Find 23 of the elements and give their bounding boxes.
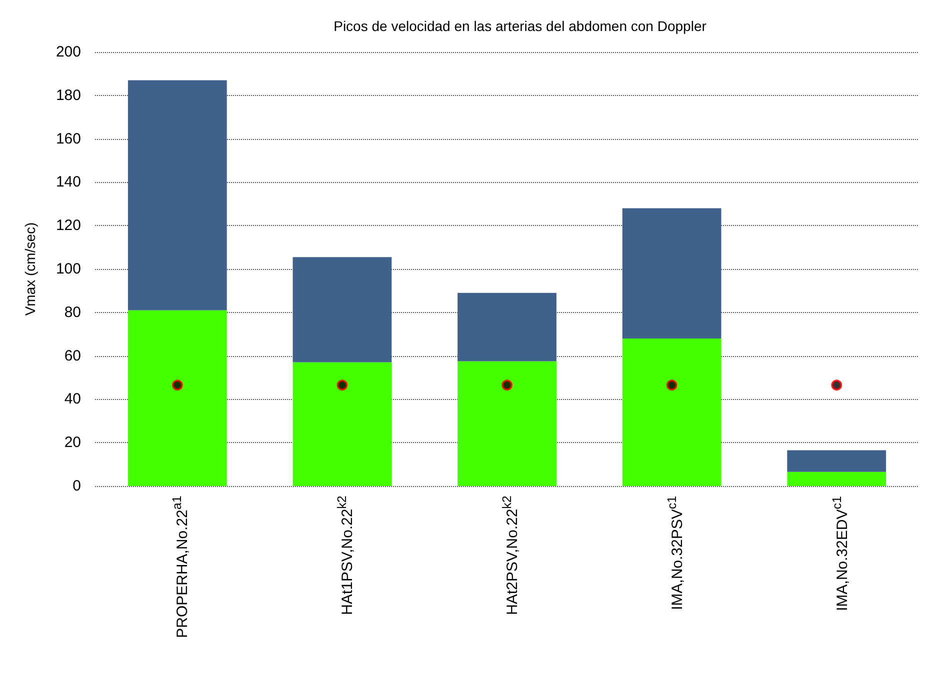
y-tick-label: 200 [56,44,81,60]
bar [622,338,722,486]
bar [292,257,392,362]
y-tick-label: 60 [64,347,81,364]
bar [787,450,886,472]
y-tick-label: 180 [56,86,81,104]
bar [787,472,886,486]
bar [128,310,227,486]
bar [458,292,556,362]
y-axis-title: Vmax (cm/sec) [22,222,38,316]
bar [458,361,556,486]
y-tick-label: 40 [64,390,81,408]
y-tick-label: 0 [72,478,81,494]
chart-title: Picos de velocidad en las arterias del abdomen con Doppler [334,18,707,34]
y-tick-label: 80 [64,304,81,321]
bar [128,80,227,310]
y-tick-label: 20 [64,434,81,452]
bar [292,362,392,486]
y-tick-label: 120 [56,217,81,234]
bar [622,208,722,338]
y-tick-label: 140 [56,174,81,191]
y-tick-label: 100 [56,260,81,278]
y-tick-label: 160 [56,130,81,148]
